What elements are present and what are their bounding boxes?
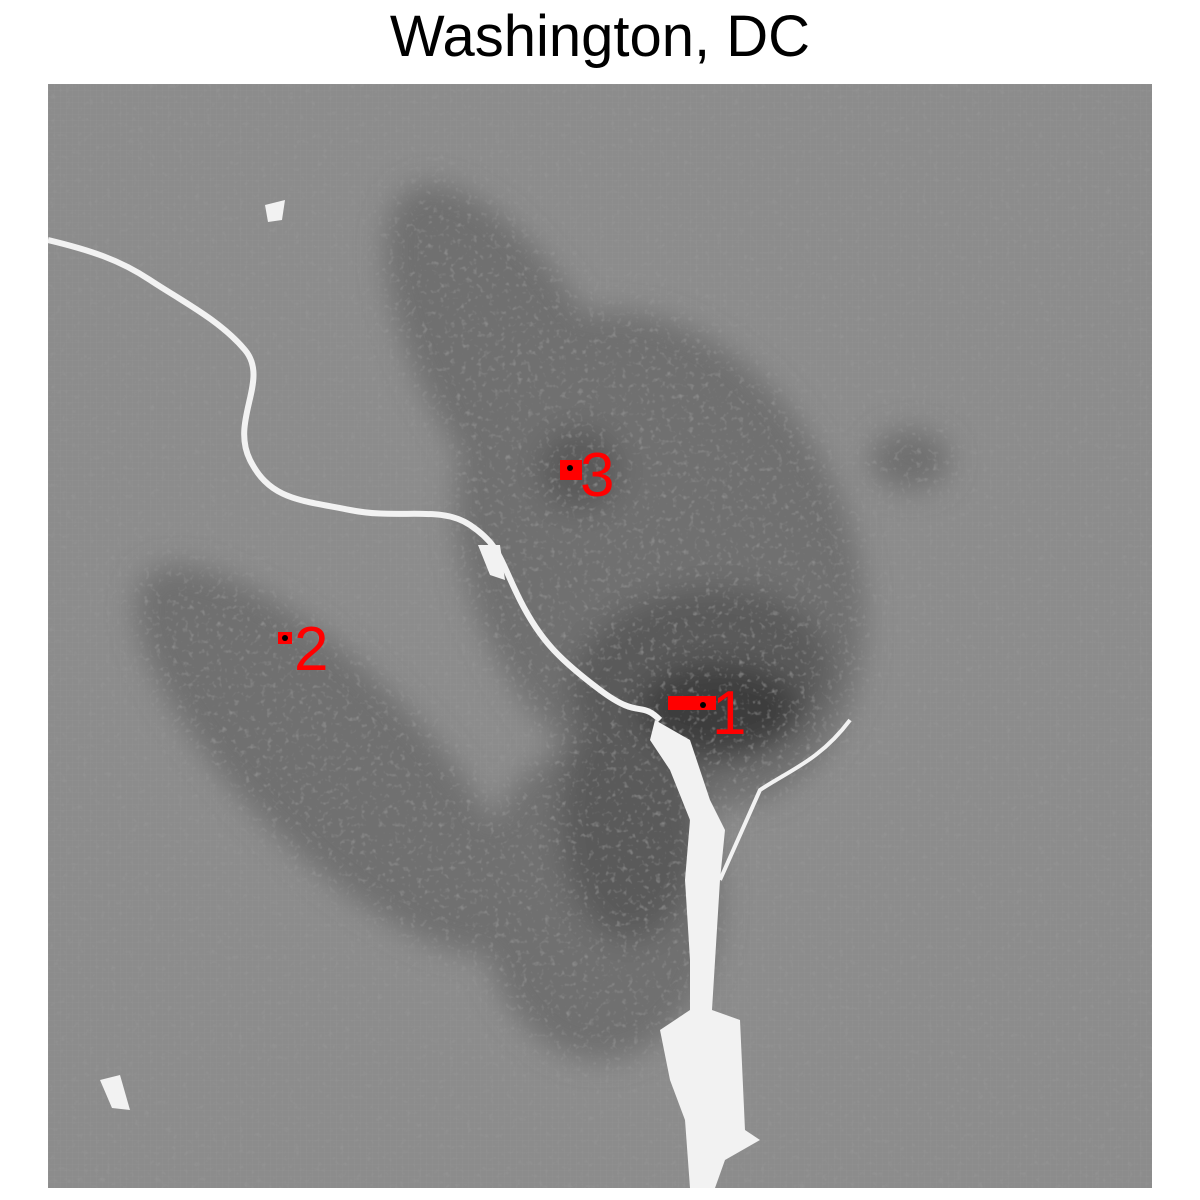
marker-label: 2 [294,615,328,684]
marker-label: 3 [580,441,614,510]
site-marker-1: 1 [668,679,746,748]
site-marker-2: 2 [278,615,328,684]
marker-dot [282,635,288,641]
map-title: Washington, DC [389,4,811,69]
river-water [48,200,852,1188]
marker-area [668,696,716,710]
raster-layer [48,84,1152,1188]
marker-layer: 1 2 3 [278,441,746,748]
site-marker-3: 3 [560,441,614,510]
marker-label: 1 [712,679,746,748]
marker-dot [700,702,706,708]
marker-dot [567,465,573,471]
